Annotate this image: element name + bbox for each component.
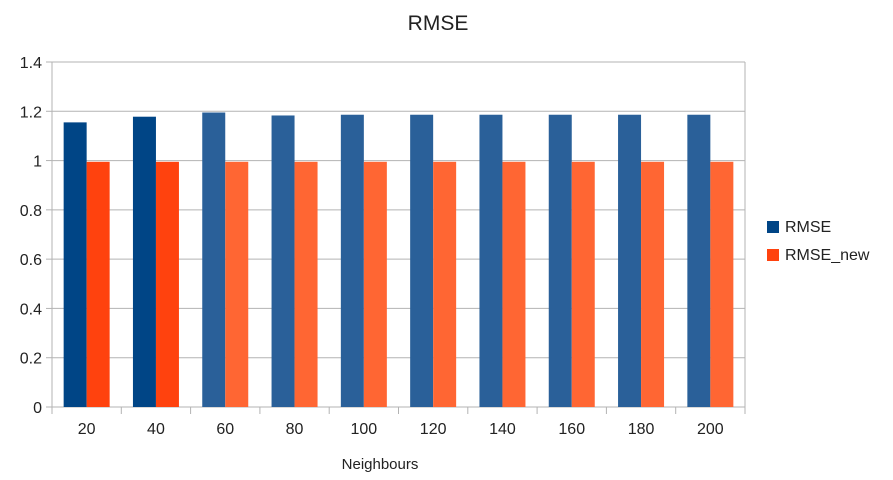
legend-swatch [767,221,779,233]
bar-rmse-new [363,161,387,407]
bar-rmse [340,114,364,407]
x-tick-label: 200 [697,421,724,438]
bar-rmse-new [710,161,734,407]
y-tick-label: 0 [33,400,42,417]
bar-rmse [410,114,434,407]
x-tick-label: 80 [286,421,304,438]
y-tick-label: 0.8 [20,203,42,220]
bar-rmse-new [571,161,595,407]
x-tick-label: 140 [489,421,516,438]
legend-swatch [767,249,779,261]
bar-rmse-new [294,161,318,407]
bar-rmse [271,115,295,407]
bar-rmse [132,116,156,407]
x-tick-label: 100 [350,421,377,438]
bar-rmse [687,114,711,407]
y-axis-ticks: 0 0.2 0.4 0.6 0.8 1 1.2 1.4 [20,55,42,417]
x-tick-label: 40 [147,421,165,438]
y-tick-label: 1 [33,154,42,171]
x-tick-label: 60 [216,421,234,438]
y-tick-label: 0.6 [20,252,42,269]
y-tick-label: 0.4 [20,301,42,318]
bar-rmse [618,114,642,407]
bar-rmse-new [86,161,110,407]
bar-rmse [479,114,503,407]
x-tick-label: 180 [628,421,655,438]
x-axis-ticks: 20 40 60 80 100 120 140 160 180 200 [78,421,724,438]
x-tick-label: 120 [420,421,447,438]
bar-rmse [548,114,572,407]
y-tick-label: 0.2 [20,351,42,368]
chart-title: RMSE [408,12,469,35]
x-tick-label: 20 [78,421,96,438]
bar-rmse-new [502,161,526,407]
legend-label: RMSE_new [785,247,870,264]
bar-rmse-new [155,161,179,407]
bar-rmse-new [641,161,665,407]
legend: RMSE RMSE_new [767,219,870,264]
legend-label: RMSE [785,219,831,236]
bars [63,112,734,408]
bar-rmse [63,122,87,407]
bar-rmse-new [433,161,457,407]
y-tick-label: 1.2 [20,104,42,121]
x-tick-label: 160 [558,421,585,438]
y-tick-label: 1.4 [20,55,42,72]
bar-rmse-new [225,161,249,407]
x-axis-label: Neighbours [342,456,419,473]
bar-rmse [202,112,226,408]
